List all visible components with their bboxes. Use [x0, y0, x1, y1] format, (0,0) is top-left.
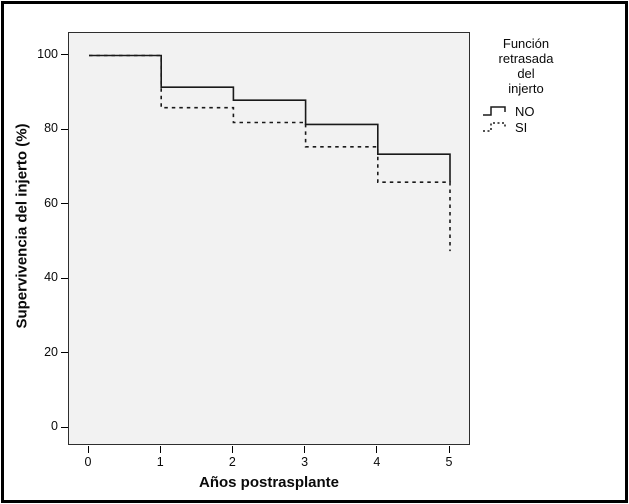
series-line-SI [89, 54, 451, 252]
legend-title-line: Función [502, 36, 550, 51]
legend-item-label: SI [515, 119, 528, 135]
x-tick-label: 2 [228, 455, 236, 469]
y-tick-label: 80 [44, 121, 58, 135]
legend-title-line: del [517, 66, 535, 81]
plot-area [68, 32, 470, 445]
y-tick-label: 60 [44, 195, 58, 210]
x-tick-label: 1 [156, 455, 164, 469]
x-axis-title: Años postrasplante [198, 474, 340, 491]
y-tick-mark [61, 277, 68, 279]
x-tick-label: 0 [84, 455, 92, 469]
legend-item-NO: NO [482, 103, 576, 119]
x-tick-mark [304, 446, 306, 453]
y-tick-mark [61, 352, 68, 353]
legend-item-SI: SI [482, 119, 576, 135]
y-tick-label: 100 [37, 46, 58, 61]
legend-symbol-solid-step-line [483, 106, 506, 116]
x-tick-mark [231, 446, 233, 453]
x-tick-mark [87, 446, 89, 453]
x-tick-mark [376, 446, 378, 453]
x-tick-mark [448, 446, 450, 453]
x-tick-label: 4 [373, 455, 381, 469]
legend-title-line: injerto [508, 81, 544, 96]
y-tick-label: 40 [44, 270, 58, 284]
survival-curves [89, 54, 451, 252]
y-axis-title: Supervivencia del injerto (%) [13, 123, 31, 329]
x-tick-label: 5 [445, 455, 453, 469]
x-tick-mark [159, 446, 161, 453]
y-tick-label: 20 [44, 344, 58, 359]
legend-title-line: retrasada [498, 51, 554, 66]
legend-symbol-dotted-step-line [483, 122, 506, 132]
y-tick-mark [61, 54, 68, 55]
legend-item-label: NO [515, 103, 535, 119]
legend: Función retrasada del injerto NO SI [476, 36, 576, 135]
y-tick-mark [61, 203, 68, 204]
y-tick-mark [61, 426, 68, 428]
series-line-NO [89, 54, 451, 183]
x-tick-label: 3 [301, 455, 309, 469]
y-tick-mark [61, 128, 68, 130]
legend-items: NO SI [476, 103, 576, 135]
legend-title: Función retrasada del injerto [490, 36, 562, 96]
y-tick-label: 0 [51, 419, 58, 433]
